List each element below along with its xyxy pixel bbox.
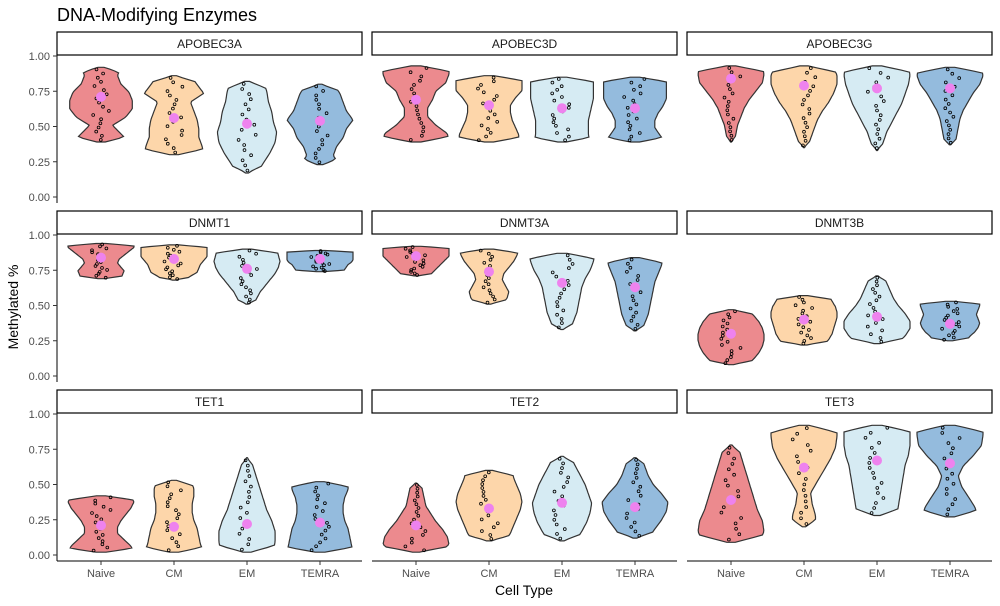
y-tick-label: 0.75 [29,444,50,456]
y-tick-label: 0.50 [29,480,50,492]
x-tick-label: EM [239,568,256,580]
x-tick-label: Naive [87,568,115,580]
mean-marker [872,83,882,93]
y-tick-label: 0.50 [29,122,50,134]
y-tick-label: 0.00 [29,550,50,562]
mean-marker [96,92,106,102]
mean-marker [557,498,567,508]
strip-label: TET2 [510,395,540,409]
panel-apobec3a: APOBEC3A 0.00 0.25 0.50 0.75 1.00 [29,32,362,204]
mean-marker [945,458,955,468]
mean-marker [169,113,179,123]
mean-marker [630,282,640,292]
strip-label: TET3 [825,395,855,409]
mean-marker [242,119,252,129]
x-tick-label: TEMRA [931,568,970,580]
y-tick-label: 0.75 [29,86,50,98]
violin-em [844,276,910,344]
violin-temra [917,425,983,517]
mean-marker [315,518,325,528]
panel-dnmt1: DNMT1 0.00 0.25 0.50 0.75 1.00 [29,211,362,383]
mean-marker [242,519,252,529]
mean-marker [411,95,421,105]
panel-tet1: TET1 0.00 0.25 0.50 0.75 1.00 Naive CM EM TEMRA [29,390,362,580]
mean-marker [726,495,736,505]
panel-tet2: TET2 Naive CM EM TEMRA [372,390,677,580]
violin-cm [771,425,837,527]
x-tick-label: EM [554,568,571,580]
y-axis-title: Methylated % [5,265,21,350]
mean-marker [169,254,179,264]
mean-marker [630,502,640,512]
x-tick-label: CM [480,568,497,580]
y-tick-label: 0.50 [29,301,50,313]
mean-marker [242,264,252,274]
x-tick-label: TEMRA [616,568,655,580]
strip-label: TET1 [195,395,225,409]
violin-em [844,66,910,151]
x-tick-label: TEMRA [301,568,340,580]
x-tick-label: Naive [402,568,430,580]
y-tick-label: 1.00 [29,409,50,421]
y-tick-label: 0.00 [29,371,50,383]
violin-cm [147,480,202,552]
violin-naive [698,445,764,542]
panel-tet3: TET3 Naive CM EM TEMRA [687,390,992,580]
strip-label: DNMT1 [189,216,231,230]
y-tick-label: 0.00 [29,192,50,204]
mean-marker [96,253,106,263]
x-tick-label: CM [795,568,812,580]
violin-temra [608,258,662,331]
mean-marker [799,81,809,91]
y-tick-label: 0.25 [29,515,50,527]
mean-marker [630,103,640,113]
mean-marker [315,116,325,126]
mean-marker [726,329,736,339]
mean-marker [945,319,955,329]
mean-marker [484,100,494,110]
violin-naive [70,67,133,142]
mean-marker [872,456,882,466]
panel-dnmt3b: DNMT3B [687,211,992,365]
panel-dnmt3a: DNMT3A [372,211,677,331]
y-tick-label: 0.25 [29,336,50,348]
y-tick-label: 1.00 [29,51,50,63]
strip-label: APOBEC3A [177,37,242,51]
mean-marker [799,315,809,325]
y-tick-label: 0.75 [29,265,50,277]
x-axis-title: Cell Type [495,582,553,598]
mean-marker [484,267,494,277]
mean-marker [411,251,421,261]
mean-marker [484,504,494,514]
mean-marker [315,254,325,264]
mean-marker [411,520,421,530]
x-tick-label: Naive [717,568,745,580]
mean-marker [557,103,567,113]
violin-em [530,253,594,329]
mean-marker [799,463,809,473]
y-tick-label: 0.25 [29,157,50,169]
chart-title: DNA-Modifying Enzymes [57,5,257,25]
strip-label: DNMT3B [815,216,864,230]
strip-label: APOBEC3D [492,37,558,51]
strip-label: APOBEC3G [806,37,872,51]
mean-marker [96,520,106,530]
mean-marker [557,278,567,288]
mean-marker [945,83,955,93]
violin-temra [288,482,352,553]
y-tick-label: 1.00 [29,230,50,242]
strip-label: DNMT3A [500,216,549,230]
panels: APOBEC3A 0.00 0.25 0.50 0.75 1.00 APOBEC3D APOB… [29,32,992,580]
x-tick-label: EM [869,568,886,580]
x-tick-label: CM [165,568,182,580]
mean-marker [872,312,882,322]
violin-temra [602,458,667,538]
mean-marker [169,522,179,532]
panel-apobec3g: APOBEC3G [687,32,992,151]
mean-marker [726,74,736,84]
panel-apobec3d: APOBEC3D [372,32,677,142]
